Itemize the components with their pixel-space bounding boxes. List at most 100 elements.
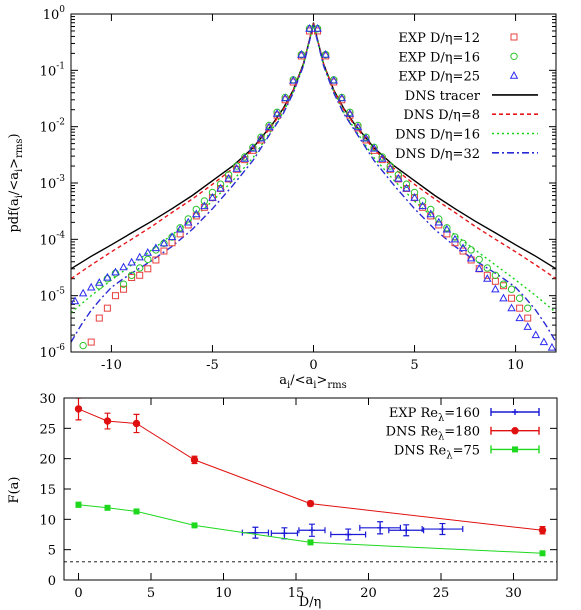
pdf-y-tick-label: 100 xyxy=(43,5,66,23)
pdf-data-point xyxy=(144,255,152,264)
pdf-data-point xyxy=(143,248,153,256)
pdf-data-point xyxy=(232,163,241,172)
pdf-data-point xyxy=(272,109,282,117)
pdf-data-point xyxy=(467,246,475,254)
pdf-data-point xyxy=(200,197,209,205)
pdf-data-point xyxy=(378,153,386,161)
pdf-data-point xyxy=(216,183,225,192)
pdf-data-point xyxy=(233,165,241,173)
pdf-data-point xyxy=(224,171,233,179)
flatness-plot-frame xyxy=(63,397,558,581)
pdf-data-point xyxy=(184,215,192,223)
flatness-x-tick-label: 5 xyxy=(147,586,155,601)
flatness-y-tick-label: 10 xyxy=(39,513,56,528)
pdf-legend-label: DNS tracer xyxy=(405,89,481,104)
flatness-data-point xyxy=(403,527,410,534)
pdf-data-point xyxy=(377,154,387,162)
pdf-data-point xyxy=(402,183,411,192)
flatness-y-tick-label: 30 xyxy=(39,392,56,407)
pdf-data-point xyxy=(394,173,403,182)
flatness-data-point xyxy=(103,417,112,425)
pdf-series-line xyxy=(71,24,556,343)
pdf-data-point xyxy=(224,173,233,182)
flatness-data-point xyxy=(308,527,315,534)
flatness-data-point xyxy=(190,456,199,464)
pdf-data-point xyxy=(499,293,508,302)
pdf-data-point xyxy=(547,342,556,351)
pdf-data-point xyxy=(458,243,468,252)
pdf-data-point xyxy=(345,109,355,117)
pdf-data-point xyxy=(499,280,508,288)
pdf-data-point xyxy=(241,153,249,161)
flatness-y-tick-label: 25 xyxy=(39,422,56,437)
pdf-data-point xyxy=(305,23,314,32)
flatness-y-axis-label: F(a) xyxy=(7,477,22,504)
pdf-y-axis-label: pdf(ai/<ai>rms) xyxy=(7,133,25,232)
pdf-data-point xyxy=(418,201,427,210)
pdf-data-point xyxy=(450,234,460,243)
flatness-data-point xyxy=(75,501,82,508)
flatness-legend-marker xyxy=(512,446,518,453)
pdf-x-axis-label: ai/<ai>rms xyxy=(279,373,347,391)
pdf-data-point xyxy=(144,265,152,273)
pdf-y-tick-label: 10-5 xyxy=(40,287,66,305)
pdf-data-point xyxy=(402,180,411,188)
pdf-data-point xyxy=(119,262,128,271)
flatness-x-tick-label: 25 xyxy=(433,586,450,601)
pdf-data-point xyxy=(516,304,524,312)
flatness-data-point xyxy=(191,522,198,529)
pdf-series-line xyxy=(71,22,556,270)
pdf-plot-area xyxy=(71,22,556,351)
pdf-data-point xyxy=(353,122,363,131)
pdf-data-point xyxy=(459,239,467,248)
flatness-data-point xyxy=(281,530,288,537)
flatness-plot-area xyxy=(74,398,547,557)
pdf-y-tick-label: 10-3 xyxy=(40,174,66,192)
pdf-data-point xyxy=(443,224,451,232)
pdf-data-point xyxy=(313,23,322,32)
pdf-data-point xyxy=(167,232,177,241)
pdf-data-point xyxy=(491,271,500,279)
pdf-data-point xyxy=(265,124,273,132)
pdf-data-point xyxy=(297,49,306,58)
pdf-data-point xyxy=(136,271,144,279)
pdf-data-point xyxy=(466,253,476,262)
pdf-data-point xyxy=(386,163,395,172)
pdf-data-point xyxy=(208,192,217,201)
flatness-data-point xyxy=(539,550,546,557)
flatness-data-point xyxy=(104,504,111,511)
flatness-y-tick-label: 0 xyxy=(48,574,56,589)
flatness-data-point xyxy=(132,419,141,428)
flatness-x-tick-label: 10 xyxy=(215,586,232,601)
pdf-data-point xyxy=(71,296,80,305)
pdf-data-point xyxy=(515,313,524,322)
pdf-data-point xyxy=(515,294,524,302)
flatness-series-line xyxy=(78,504,543,554)
pdf-data-point xyxy=(531,330,541,339)
pdf-x-tick-label: -5 xyxy=(206,358,219,373)
pdf-data-point xyxy=(386,165,394,173)
flatness-legend-label: DNS Reλ=180 xyxy=(386,425,480,443)
pdf-data-point xyxy=(127,271,136,279)
flatness-legend-label: DNS Reλ=75 xyxy=(394,443,480,461)
pdf-data-point xyxy=(175,224,185,233)
pdf-data-point xyxy=(127,257,136,266)
pdf-data-point xyxy=(103,304,111,312)
pdf-data-point xyxy=(152,256,160,264)
pdf-data-point xyxy=(289,75,298,84)
pdf-data-point xyxy=(248,143,258,152)
pdf-data-point xyxy=(159,238,169,247)
pdf-x-tick-label: 10 xyxy=(507,358,524,373)
pdf-data-point xyxy=(483,264,491,272)
flatness-data-point xyxy=(439,526,446,533)
flatness-legend-label: EXP Reλ=160 xyxy=(389,406,480,424)
pdf-data-point xyxy=(120,285,128,293)
pdf-data-point xyxy=(508,294,516,302)
flatness-y-tick-label: 5 xyxy=(48,544,56,559)
pdf-data-point xyxy=(79,341,87,350)
pdf-plot-frame xyxy=(70,13,557,353)
pdf-data-point xyxy=(321,49,330,58)
pdf-data-point xyxy=(216,180,225,188)
flatness-data-point xyxy=(306,499,315,508)
flatness-data-point xyxy=(538,526,547,534)
